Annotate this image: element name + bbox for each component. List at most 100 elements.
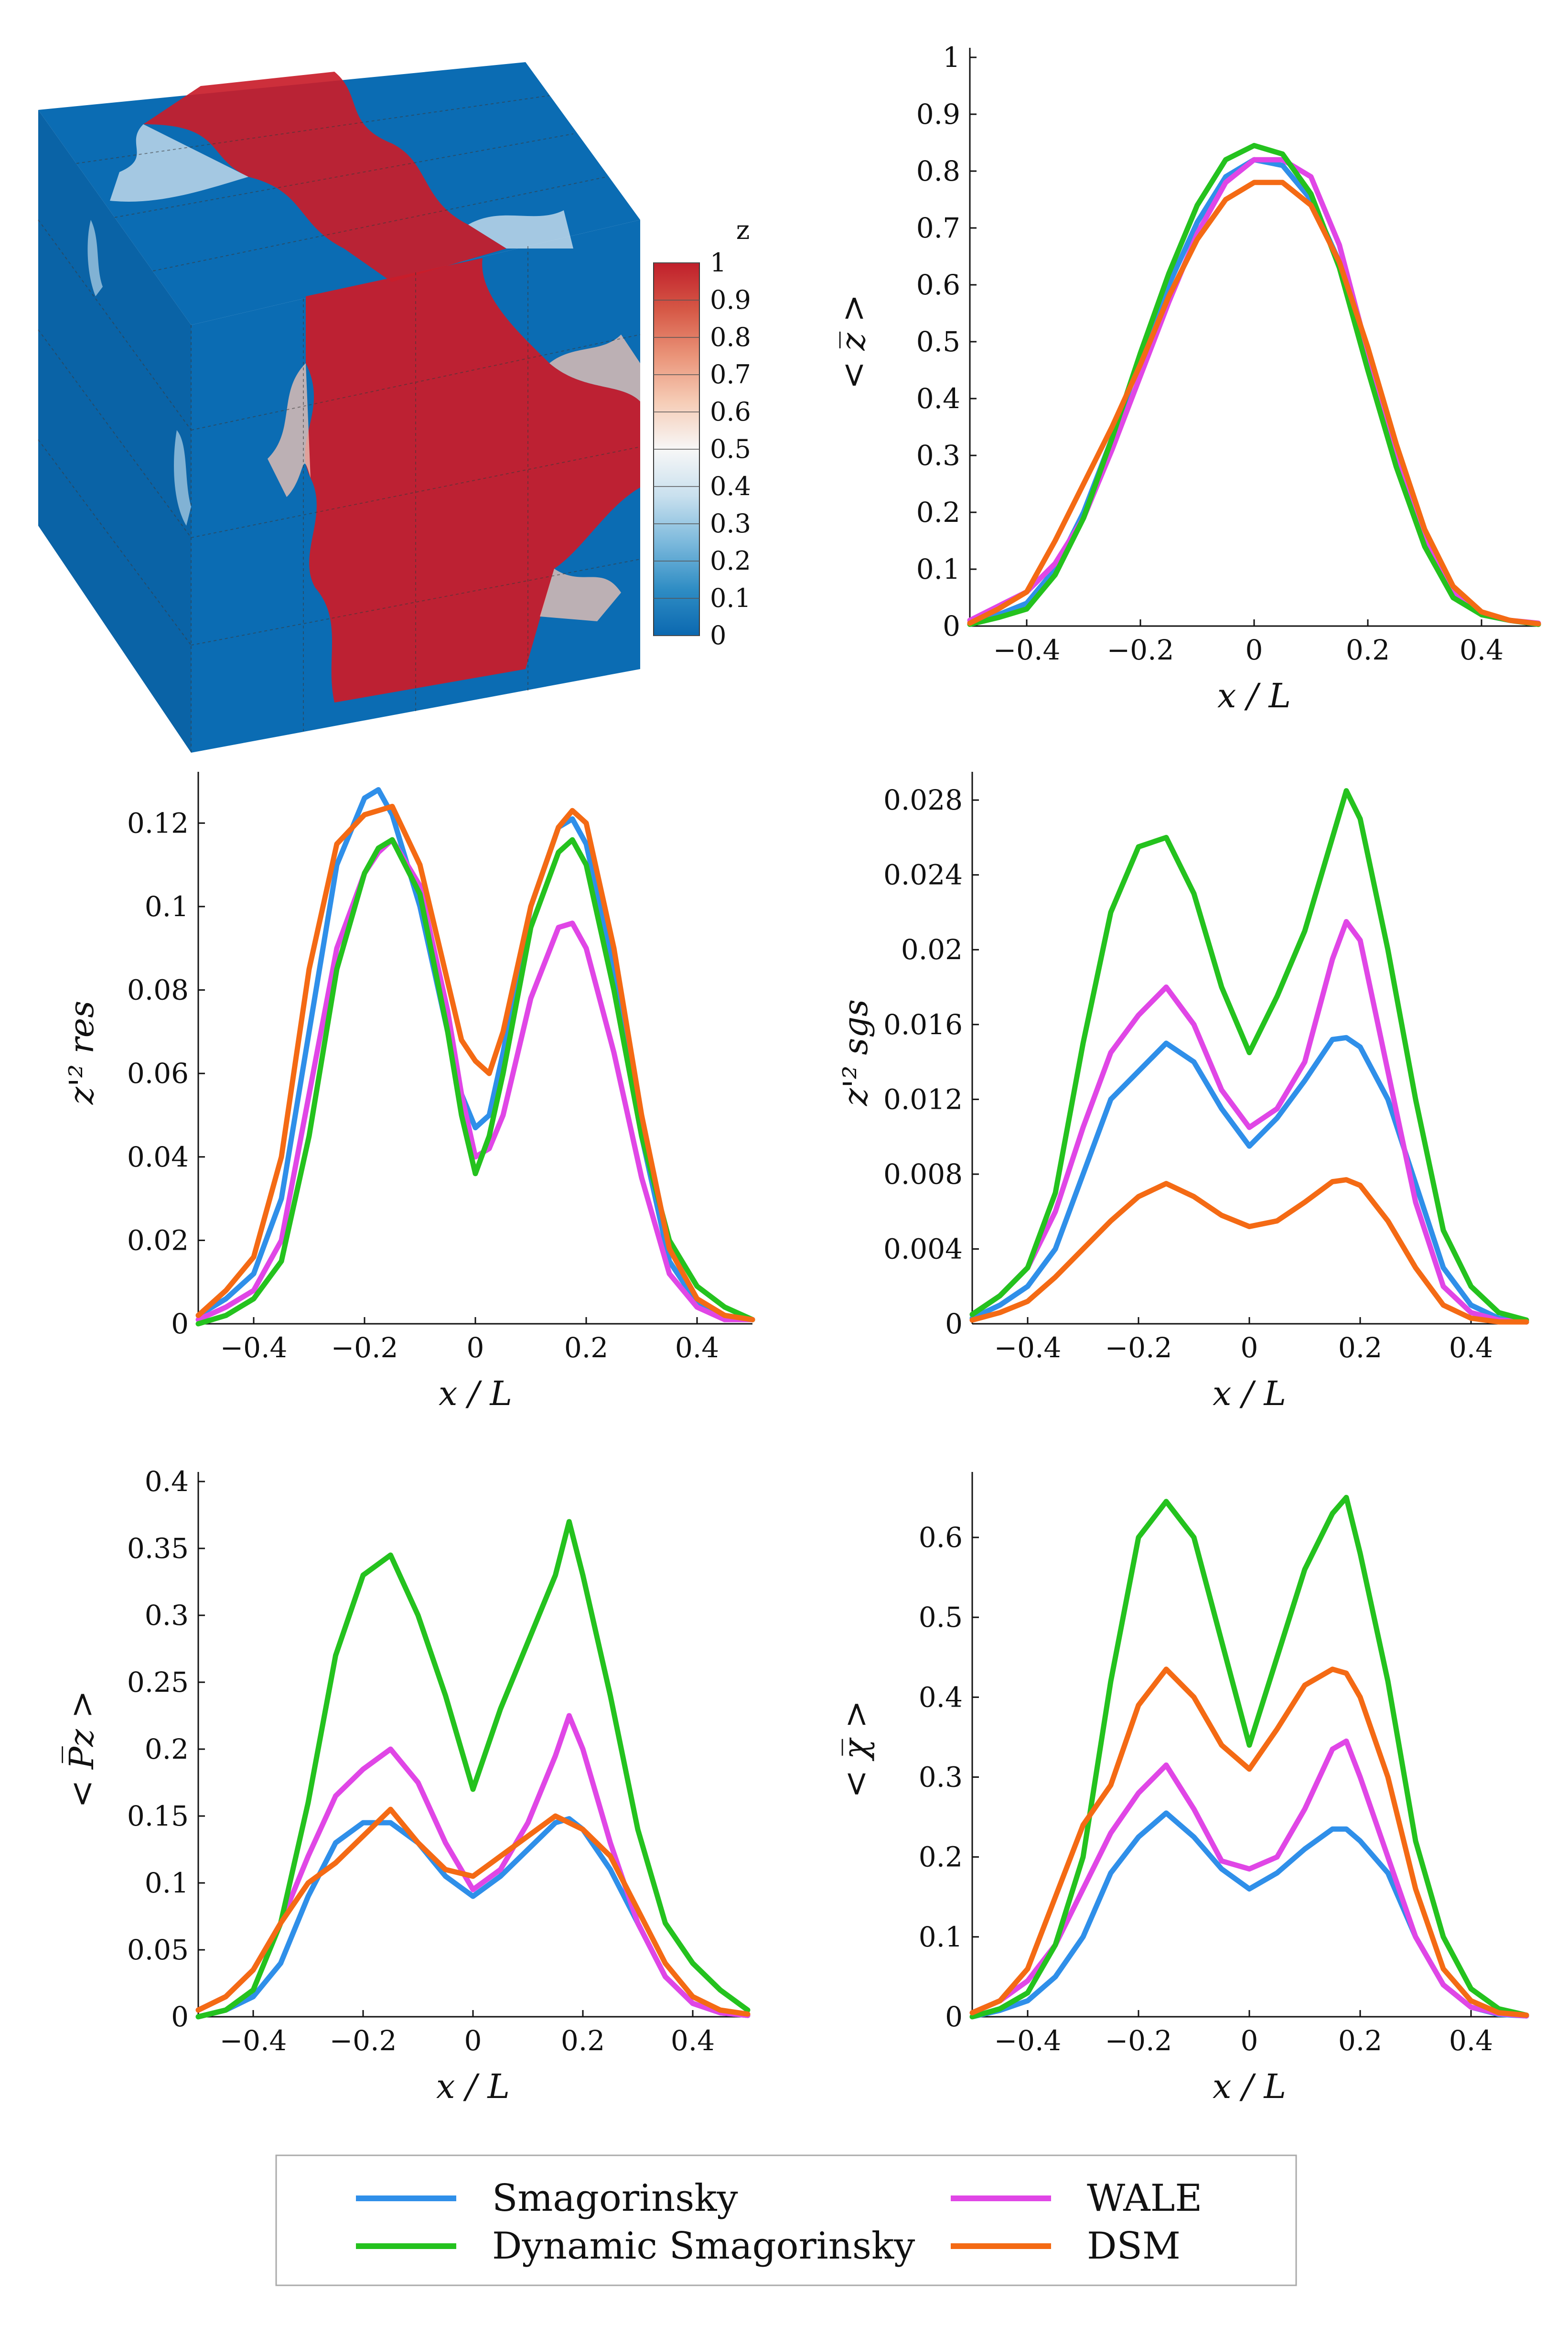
y-tick-label: 0.05 bbox=[127, 1934, 189, 1966]
y-tick-label: 0.02 bbox=[127, 1224, 189, 1256]
y-tick-label: 0.016 bbox=[883, 1008, 963, 1041]
x-tick-label: 0 bbox=[464, 2024, 482, 2057]
x-tick-label: −0.2 bbox=[1105, 1331, 1172, 1364]
x-tick-label: −0.4 bbox=[993, 634, 1061, 666]
y-tick-label: 0.3 bbox=[145, 1599, 189, 1632]
series-line-dsm bbox=[969, 1666, 1529, 2018]
y-tick-label: 0.1 bbox=[919, 1921, 963, 1953]
y-tick-label: 0.35 bbox=[127, 1532, 189, 1565]
chart-zres: 0 0.02 0.04 0.06 0.08 0.1 0.12 −0.4 −0.2 0 0.2 0.4 x… bbox=[62, 772, 755, 1413]
y-tick-label: 0.4 bbox=[919, 1681, 963, 1713]
x-axis-label: x / L bbox=[1213, 1374, 1286, 1413]
y-tick-label: 0.02 bbox=[901, 933, 963, 966]
chart-zsgs: 0 0.004 0.008 0.012 0.016 0.02 0.024 0.028 −0.4 −… bbox=[836, 772, 1529, 1413]
y-tick-label: 0 bbox=[945, 1308, 963, 1340]
x-tick-label: −0.2 bbox=[1105, 2024, 1172, 2057]
y-tick-label: 0.3 bbox=[919, 1761, 963, 1794]
y-axis-label: z'² res bbox=[62, 1001, 101, 1105]
y-tick-label: 0.5 bbox=[916, 325, 960, 358]
x-tick-label: 0.2 bbox=[1338, 2024, 1382, 2057]
colorbar-tick-label: 0.9 bbox=[710, 285, 751, 315]
y-tick-label: 0 bbox=[171, 1308, 189, 1340]
x-tick-label: −0.2 bbox=[1107, 634, 1174, 666]
y-tick-label: 0.2 bbox=[919, 1841, 963, 1873]
series-line-dynamic-smagorinsky bbox=[969, 1494, 1529, 2020]
mixing-layer-top bbox=[143, 72, 506, 282]
mixture-fraction-cube bbox=[38, 62, 641, 753]
series-line-wale bbox=[969, 919, 1529, 1325]
legend-label-dsm: DSM bbox=[1087, 2225, 1181, 2268]
colorbar-tick-label: 0.1 bbox=[710, 583, 751, 613]
left-face-wisp bbox=[87, 220, 191, 526]
x-tick-label: 0.2 bbox=[561, 2024, 605, 2057]
mixing-layer-top-fringe bbox=[110, 124, 573, 249]
series-line-wale bbox=[195, 1713, 751, 2018]
x-tick-label: 0.2 bbox=[564, 1331, 608, 1364]
colorbar-title: z bbox=[736, 215, 750, 245]
legend-box bbox=[275, 2154, 1297, 2286]
chart-zmean: 0 0.1 0.2 0.3 0.4 0.5 0.6 0.7 0.8 0.9 1 −0.4 −0.2 0 0.… bbox=[834, 41, 1541, 715]
legend-label-dynamic-smagorinsky: Dynamic Smagorinsky bbox=[492, 2225, 915, 2268]
y-tick-label: 0.3 bbox=[916, 439, 960, 472]
series-line-dynamic-smagorinsky bbox=[969, 788, 1529, 1323]
cube-left-face bbox=[38, 110, 191, 753]
x-tick-label: −0.4 bbox=[994, 2024, 1062, 2057]
x-tick-label: −0.2 bbox=[331, 1331, 398, 1364]
x-axis-label: x / L bbox=[436, 2067, 510, 2106]
series-line-dynamic-smagorinsky bbox=[967, 143, 1541, 627]
colorbar-tick-label: 0.8 bbox=[710, 322, 751, 352]
colorbar-tick-label: 0.4 bbox=[710, 471, 751, 501]
y-tick-label: 0.1 bbox=[916, 553, 960, 585]
series-line-smagorinsky bbox=[967, 157, 1541, 627]
y-axis-label: < P̅z > bbox=[62, 1690, 101, 1808]
cube-grid-lines bbox=[38, 95, 641, 753]
x-tick-label: 0.4 bbox=[671, 2024, 715, 2057]
chart-pz: 0 0.05 0.1 0.15 0.2 0.25 0.3 0.35 0.4 −0.4 −0.2 0 0.… bbox=[62, 1465, 751, 2106]
x-axis-label: x / L bbox=[439, 1374, 512, 1413]
y-tick-label: 0 bbox=[943, 610, 960, 642]
y-tick-label: 0.4 bbox=[916, 382, 960, 415]
mixing-layer-front-fringe bbox=[268, 335, 640, 621]
x-tick-label: 0.4 bbox=[1460, 634, 1504, 666]
x-tick-label: −0.2 bbox=[330, 2024, 397, 2057]
y-tick-label: 0.5 bbox=[919, 1601, 963, 1633]
y-tick-label: 0.004 bbox=[883, 1233, 963, 1265]
y-tick-label: 0.008 bbox=[883, 1158, 963, 1190]
colorbar-ticks: 1 0.9 0.8 0.7 0.6 0.5 0.4 0.3 0.2 0.1 0 bbox=[654, 248, 751, 650]
chart-panels: 0 0.1 0.2 0.3 0.4 0.5 0.6 0.7 0.8 0.9 1 −0.4 −0.2 0 0.… bbox=[62, 41, 1541, 2106]
y-tick-label: 0.4 bbox=[145, 1465, 189, 1498]
x-tick-label: −0.4 bbox=[220, 2024, 287, 2057]
chart-chi: 0 0.1 0.2 0.3 0.4 0.5 0.6 −0.4 −0.2 0 0.2 0.4 x / L <… bbox=[836, 1472, 1529, 2106]
series-line-dynamic-smagorinsky bbox=[195, 837, 755, 1327]
y-tick-label: 0.06 bbox=[127, 1057, 189, 1090]
colorbar-tick-label: 0.6 bbox=[710, 397, 751, 427]
x-tick-label: −0.4 bbox=[994, 1331, 1062, 1364]
legend: Smagorinsky WALE Dynamic Smagorinsky DSM bbox=[275, 2154, 1297, 2286]
legend-label-smagorinsky: Smagorinsky bbox=[492, 2177, 738, 2220]
y-tick-label: 0.012 bbox=[883, 1083, 963, 1115]
x-tick-label: 0.4 bbox=[1449, 1331, 1493, 1364]
y-tick-label: 0.15 bbox=[127, 1800, 189, 1832]
y-tick-label: 0.1 bbox=[145, 890, 189, 923]
x-tick-label: 0 bbox=[1241, 2024, 1258, 2057]
y-tick-label: 0.04 bbox=[127, 1141, 189, 1173]
colorbar-tick-label: 1 bbox=[710, 248, 726, 278]
colorbar-tick-label: 0.2 bbox=[710, 546, 751, 576]
y-tick-label: 0.024 bbox=[883, 859, 963, 891]
x-tick-label: 0.4 bbox=[675, 1331, 719, 1364]
colorbar-tick-label: 0 bbox=[710, 620, 726, 650]
y-tick-label: 0.6 bbox=[919, 1521, 963, 1554]
x-tick-label: 0 bbox=[1241, 1331, 1258, 1364]
x-tick-label: 0.2 bbox=[1338, 1331, 1382, 1364]
y-tick-label: 0 bbox=[945, 2001, 963, 2033]
y-tick-label: 0.25 bbox=[127, 1666, 189, 1698]
y-tick-label: 0.12 bbox=[127, 807, 189, 839]
y-tick-label: 0.6 bbox=[916, 269, 960, 301]
legend-label-wale: WALE bbox=[1087, 2177, 1202, 2220]
series-line-smagorinsky bbox=[969, 1035, 1529, 1325]
y-axis-label: < χ̅ > bbox=[836, 1700, 875, 1798]
series-line-dsm bbox=[195, 1806, 751, 2017]
x-axis-label: x / L bbox=[1217, 676, 1291, 715]
series-line-dsm bbox=[195, 803, 755, 1322]
